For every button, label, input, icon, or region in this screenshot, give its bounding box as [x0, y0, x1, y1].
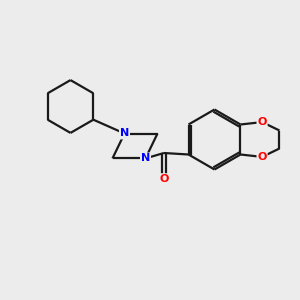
- Text: N: N: [141, 153, 150, 164]
- Text: O: O: [159, 174, 169, 184]
- Text: O: O: [257, 117, 267, 127]
- Text: O: O: [257, 152, 267, 162]
- Text: N: N: [120, 128, 129, 139]
